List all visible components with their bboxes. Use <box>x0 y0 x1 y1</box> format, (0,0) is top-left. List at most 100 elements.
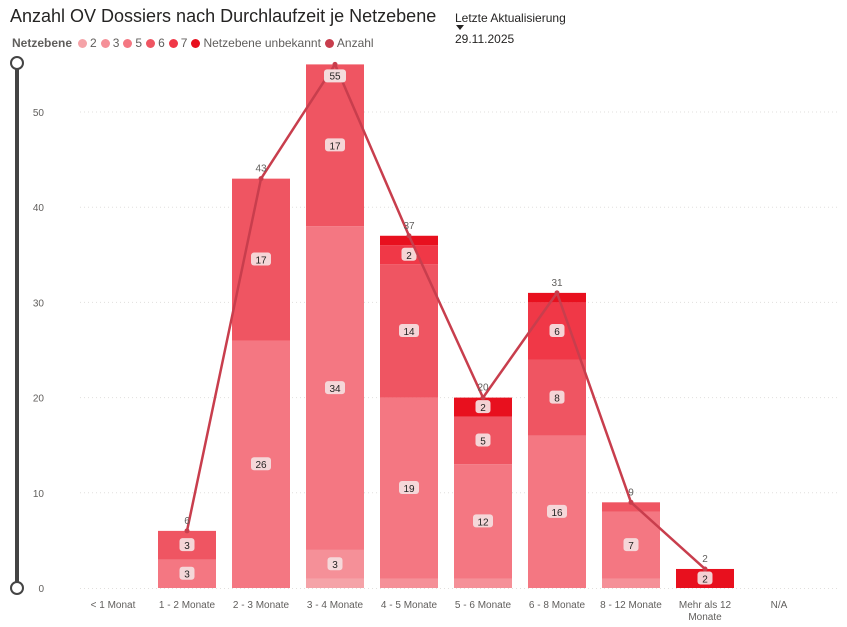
data-label: 26 <box>255 460 267 471</box>
legend-title: Netzebene <box>12 36 73 50</box>
range-slider-bottom-handle[interactable] <box>10 581 24 595</box>
legend-swatch <box>168 38 178 48</box>
data-label: 3 <box>184 570 190 581</box>
total-label: 20 <box>477 383 489 394</box>
data-label-box <box>325 138 345 152</box>
chart-title: Anzahl OV Dossiers nach Durchlaufzeit je… <box>10 6 437 26</box>
legend-label: 5 <box>135 36 143 50</box>
legend-item-6[interactable]: 6 <box>146 36 165 50</box>
data-label-box <box>399 323 419 337</box>
data-label-box <box>251 457 271 471</box>
bar-segment <box>380 578 438 588</box>
legend-item-2[interactable]: 2 <box>78 36 97 50</box>
legend-swatch <box>100 38 110 48</box>
total-label: 9 <box>628 487 634 498</box>
data-label: 16 <box>551 508 563 519</box>
x-tick-label: 3 - 4 Monate <box>307 600 364 611</box>
data-label-box <box>623 538 639 552</box>
data-label-box <box>327 557 343 571</box>
bar-segment <box>306 578 364 588</box>
data-label-box <box>547 504 567 518</box>
caret-down-icon[interactable] <box>456 25 464 30</box>
range-slider-top-handle[interactable] <box>10 56 24 70</box>
data-label: 2 <box>702 574 708 585</box>
anzahl-point <box>554 290 560 296</box>
y-tick-label: 40 <box>33 203 45 214</box>
y-tick-label: 20 <box>33 394 45 405</box>
x-tick-label: 4 - 5 Monate <box>381 600 438 611</box>
last-update: Letzte Aktualisierung 29.11.2025 <box>455 11 566 46</box>
legend-item-anzahl[interactable]: Anzahl <box>324 36 374 50</box>
legend-label: Anzahl <box>336 36 374 50</box>
data-label-box <box>401 247 417 261</box>
data-label: 3 <box>332 560 338 571</box>
data-label: 7 <box>628 541 634 552</box>
data-label: 19 <box>403 484 415 495</box>
data-label: 2 <box>406 251 412 262</box>
data-label-box <box>475 400 491 414</box>
y-tick-label: 30 <box>33 298 45 309</box>
data-label: 5 <box>480 436 486 447</box>
x-tick-label: Mehr als 12 <box>679 600 732 611</box>
bar-segment <box>602 578 660 588</box>
anzahl-point <box>184 528 190 534</box>
data-label: 14 <box>403 327 415 338</box>
data-label-box <box>473 514 493 528</box>
data-label: 12 <box>477 517 489 528</box>
y-tick-label: 50 <box>33 108 45 119</box>
data-label: 17 <box>255 256 267 267</box>
legend-swatch <box>324 38 334 48</box>
data-label-box <box>549 323 565 337</box>
total-label: 31 <box>551 278 563 289</box>
x-tick-label: 2 - 3 Monate <box>233 600 290 611</box>
total-label: 55 <box>329 71 341 82</box>
legend-label: Netzebene unbekannt <box>203 36 321 50</box>
anzahl-line <box>185 63 706 570</box>
total-label: 43 <box>255 164 267 175</box>
anzahl-point <box>702 566 708 572</box>
legend-swatch <box>78 38 88 48</box>
x-tick-label: 1 - 2 Monate <box>159 600 216 611</box>
legend-item-3[interactable]: 3 <box>100 36 120 50</box>
y-tick-label: 10 <box>33 489 45 500</box>
anzahl-point <box>480 395 486 401</box>
y-tick-label: 0 <box>38 584 44 595</box>
anzahl-point <box>628 499 634 505</box>
x-tick-label: Monate <box>688 612 722 623</box>
data-label-box <box>697 571 713 585</box>
data-label: 2 <box>480 403 486 414</box>
anzahl-point <box>258 176 264 182</box>
total-label: 6 <box>184 516 190 527</box>
legend-swatch <box>146 38 156 48</box>
data-label: 3 <box>184 541 190 552</box>
legend-label: 3 <box>112 36 120 50</box>
data-label: 17 <box>329 141 341 152</box>
total-label: 2 <box>702 554 708 565</box>
legend-swatch <box>123 38 133 48</box>
legend-label: 7 <box>180 36 188 50</box>
data-label: 8 <box>554 394 560 405</box>
legend: Netzebene 2 3 5 6 7 Netzebene unbekannt … <box>12 35 378 51</box>
total-label-box <box>324 69 346 83</box>
data-label: 34 <box>329 384 341 395</box>
data-label-box <box>475 433 491 447</box>
data-label-box <box>549 390 565 404</box>
data-label-box <box>251 252 271 266</box>
legend-item-unbekannt[interactable]: Netzebene unbekannt <box>191 36 321 50</box>
anzahl-point <box>406 233 412 239</box>
bar-segment <box>602 502 660 512</box>
last-update-date: 29.11.2025 <box>455 32 515 46</box>
data-label: 6 <box>554 327 560 338</box>
bar-segment <box>454 578 512 588</box>
legend-label: 6 <box>158 36 165 50</box>
bar-segment <box>528 292 586 303</box>
data-label-box <box>179 538 195 552</box>
range-slider-track[interactable] <box>15 63 19 589</box>
legend-item-5[interactable]: 5 <box>123 36 142 50</box>
anzahl-point <box>332 61 338 67</box>
legend-label: 2 <box>90 36 97 50</box>
legend-item-7[interactable]: 7 <box>168 36 188 50</box>
x-tick-label: < 1 Monat <box>91 600 136 611</box>
x-tick-label: N/A <box>771 600 788 611</box>
